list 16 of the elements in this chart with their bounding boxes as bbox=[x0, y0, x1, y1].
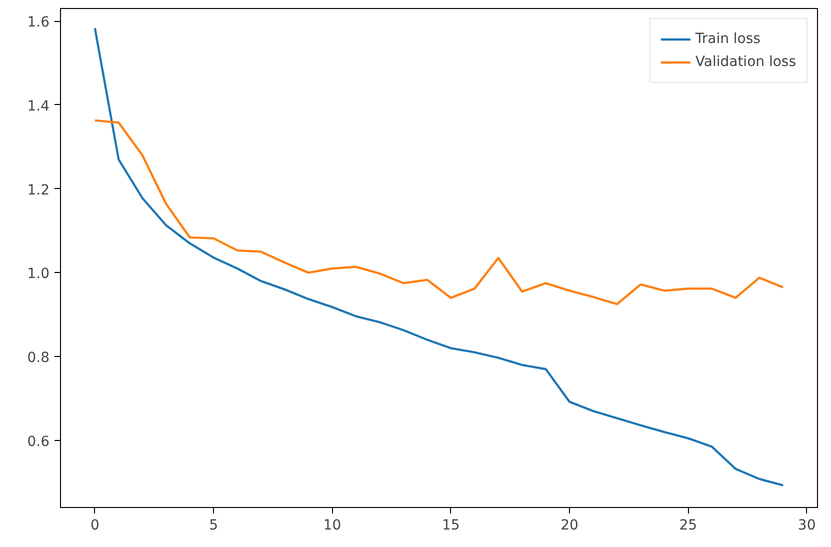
x-tick-label: 15 bbox=[442, 518, 460, 534]
x-tick-label: 20 bbox=[560, 518, 578, 534]
y-tick-label: 1.2 bbox=[27, 182, 50, 198]
y-tick-label: 0.8 bbox=[27, 350, 50, 366]
x-tick-label: 25 bbox=[679, 518, 698, 534]
x-tick-label: 30 bbox=[798, 518, 816, 534]
line-series bbox=[94, 119, 784, 306]
x-tick-label: 5 bbox=[209, 518, 218, 534]
y-tick-label: 1.4 bbox=[27, 98, 50, 114]
y-tick-label: 1.6 bbox=[27, 14, 50, 31]
legend-label: Train loss bbox=[695, 31, 760, 47]
x-tick-label: 10 bbox=[323, 518, 342, 534]
y-tick-label: 1.0 bbox=[27, 266, 50, 282]
legend-label: Validation loss bbox=[695, 54, 796, 70]
y-tick-label: 0.6 bbox=[27, 434, 50, 450]
x-tick-label: 0 bbox=[90, 518, 100, 534]
